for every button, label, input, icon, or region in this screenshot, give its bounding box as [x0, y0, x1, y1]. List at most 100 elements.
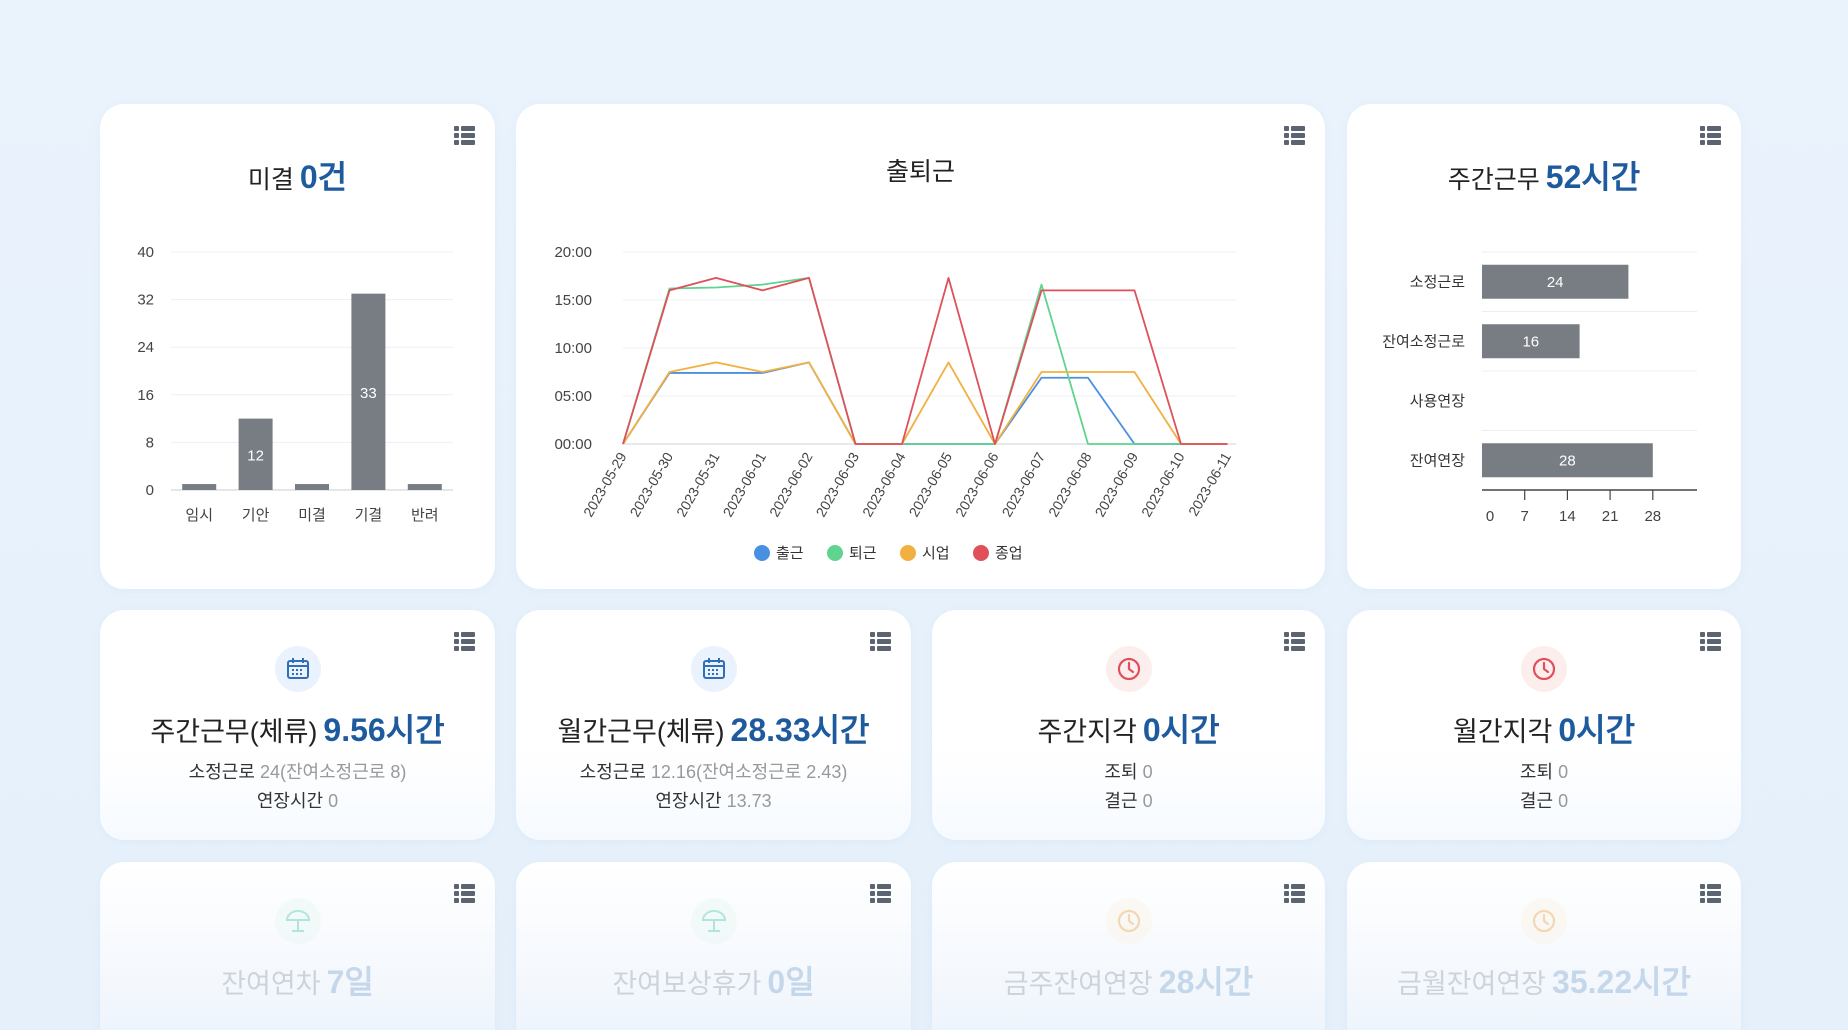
stat-title: 월간근무(체류) 28.33시간: [516, 705, 911, 751]
list-menu-icon[interactable]: [1284, 632, 1305, 651]
x-tick-label: 반려: [411, 507, 439, 524]
bar-value-label: 28: [1559, 452, 1576, 469]
stat-title: 주간근무(체류) 9.56시간: [100, 705, 495, 751]
card-title-value: 52시간: [1545, 159, 1641, 195]
stat-title: 주간지각 0시간: [932, 705, 1325, 751]
faded-content: 금주잔여연장 28시간: [932, 862, 1325, 1030]
list-menu-icon[interactable]: [454, 632, 475, 651]
stat-card-remaining-comp-leave: 잔여보상휴가 0일: [516, 862, 911, 1030]
calendar-icon: [274, 646, 321, 692]
legend-label: 종업: [995, 545, 1023, 562]
stat-card-remaining-leave: 잔여연차 7일: [100, 862, 495, 1030]
x-tick-label: 2023-06-08: [1045, 449, 1095, 519]
stat-line-label: 결근: [1104, 791, 1138, 811]
pending-card: 미결 0건 0 8 16 24 32 40 임시 12 기안 미결 33 기결 반려: [100, 104, 495, 589]
x-tick-label: 2023-06-07: [998, 449, 1048, 519]
x-tick-label: 2023-05-31: [673, 449, 723, 519]
list-menu-icon[interactable]: [870, 632, 891, 651]
faded-content: 잔여보상휴가 0일: [516, 862, 911, 1030]
stat-title-label: 금주잔여연장: [1003, 969, 1153, 999]
y-tick-label: 00:00: [554, 436, 592, 453]
y-tick-label: 8: [146, 434, 154, 451]
stat-line-value: 0: [1558, 762, 1569, 782]
stat-title: 잔여연차 7일: [100, 957, 495, 1003]
stat-card-weekly-stay: 주간근무(체류) 9.56시간 소정근로 24(잔여소정근로 8) 연장시간 0: [100, 610, 495, 840]
stat-line-label: 조퇴: [1519, 762, 1554, 782]
bar: [1482, 324, 1580, 359]
bar: [182, 484, 217, 490]
stat-line: 결근 0: [1347, 787, 1741, 813]
bar-value-label: 16: [1522, 333, 1539, 350]
list-menu-icon[interactable]: [1700, 884, 1721, 903]
stat-card-weekly-late: 주간지각 0시간 조퇴 0 결근 0: [932, 610, 1325, 840]
bar: [238, 418, 273, 490]
list-menu-icon[interactable]: [454, 884, 475, 903]
y-tick-label: 24: [137, 339, 154, 356]
stat-line-label: 소정근로: [579, 762, 646, 782]
y-tick-label: 32: [137, 292, 154, 309]
stat-title-label: 잔여보상휴가: [612, 969, 762, 999]
stat-line-label: 조퇴: [1104, 762, 1138, 782]
x-tick-label: 2023-06-09: [1091, 449, 1141, 519]
legend-marker: [827, 545, 843, 561]
card-title-label: 주간근무: [1447, 166, 1540, 194]
y-tick-label: 10:00: [554, 340, 592, 357]
y-tick-label: 20:00: [554, 244, 592, 261]
attendance-line-chart: 00:0005:0010:0015:0020:002023-05-292023-…: [554, 244, 1236, 562]
stat-value: 28시간: [1158, 964, 1254, 1000]
clock-icon: [1105, 898, 1152, 944]
faded-content: 잔여연차 7일: [100, 862, 495, 1030]
list-menu-icon[interactable]: [1700, 632, 1721, 651]
stat-title-label: 주간지각: [1037, 717, 1137, 747]
list-menu-icon[interactable]: [1700, 126, 1721, 145]
x-tick-label: 2023-06-05: [905, 449, 955, 519]
stat-line-label: 결근: [1519, 791, 1554, 811]
clock-icon: [1521, 646, 1567, 692]
x-tick-label: 미결: [298, 507, 326, 524]
stat-card-monthly-stay: 월간근무(체류) 28.33시간 소정근로 12.16(잔여소정근로 2.43) …: [516, 610, 911, 840]
stat-value: 35.22시간: [1552, 964, 1691, 1000]
clock-icon: [1105, 646, 1152, 692]
bar: [295, 484, 329, 490]
x-tick-label: 2023-05-30: [626, 449, 676, 519]
stat-value: 0시간: [1142, 712, 1220, 748]
bar: [1482, 264, 1629, 299]
stat-line: 소정근로 24(잔여소정근로 8): [100, 758, 495, 784]
stat-line: 조퇴 0: [932, 758, 1325, 784]
series-line: [622, 277, 1228, 445]
x-tick-label: 기안: [242, 507, 270, 524]
umbrella-icon: [690, 898, 737, 944]
stat-title-label: 주간근무(체류): [150, 717, 318, 747]
x-tick-label: 2023-06-10: [1138, 449, 1188, 519]
stat-line-label: 소정근로: [188, 762, 255, 782]
list-menu-icon[interactable]: [1284, 126, 1305, 145]
stat-title: 금월잔여연장 35.22시간: [1347, 957, 1741, 1003]
stat-line-value: 0: [1142, 762, 1153, 782]
card-title: 미결 0건: [100, 152, 495, 198]
series-line: [622, 361, 1228, 445]
stat-line-label: 연장시간: [655, 791, 722, 811]
stat-value: 7일: [326, 964, 374, 1000]
stat-line-value: 13.73: [726, 791, 772, 811]
list-menu-icon[interactable]: [454, 126, 475, 145]
list-menu-icon[interactable]: [1284, 884, 1305, 903]
legend-marker: [900, 545, 916, 561]
stat-line: 연장시간 13.73: [516, 787, 911, 813]
stat-value: 0일: [767, 964, 815, 1000]
list-menu-icon[interactable]: [870, 884, 891, 903]
clock-icon: [1521, 898, 1567, 944]
y-tick-label: 소정근로: [1410, 274, 1465, 291]
stat-line: 결근 0: [932, 787, 1325, 813]
x-tick-label: 2023-06-01: [719, 449, 769, 519]
stat-value: 28.33시간: [730, 712, 870, 748]
y-tick-label: 사용연장: [1410, 393, 1465, 410]
x-tick-label: 2023-06-06: [952, 449, 1002, 519]
stat-card-month-remaining-ot: 금월잔여연장 35.22시간: [1347, 862, 1741, 1030]
y-tick-label: 15:00: [554, 292, 592, 309]
calendar-icon: [690, 646, 737, 692]
stat-line: 조퇴 0: [1347, 758, 1741, 784]
card-title-value: 0건: [299, 159, 348, 195]
approval-bar-chart: 0 8 16 24 32 40 임시 12 기안 미결 33 기결 반려: [137, 244, 453, 524]
bar-value-label: 33: [360, 385, 377, 402]
